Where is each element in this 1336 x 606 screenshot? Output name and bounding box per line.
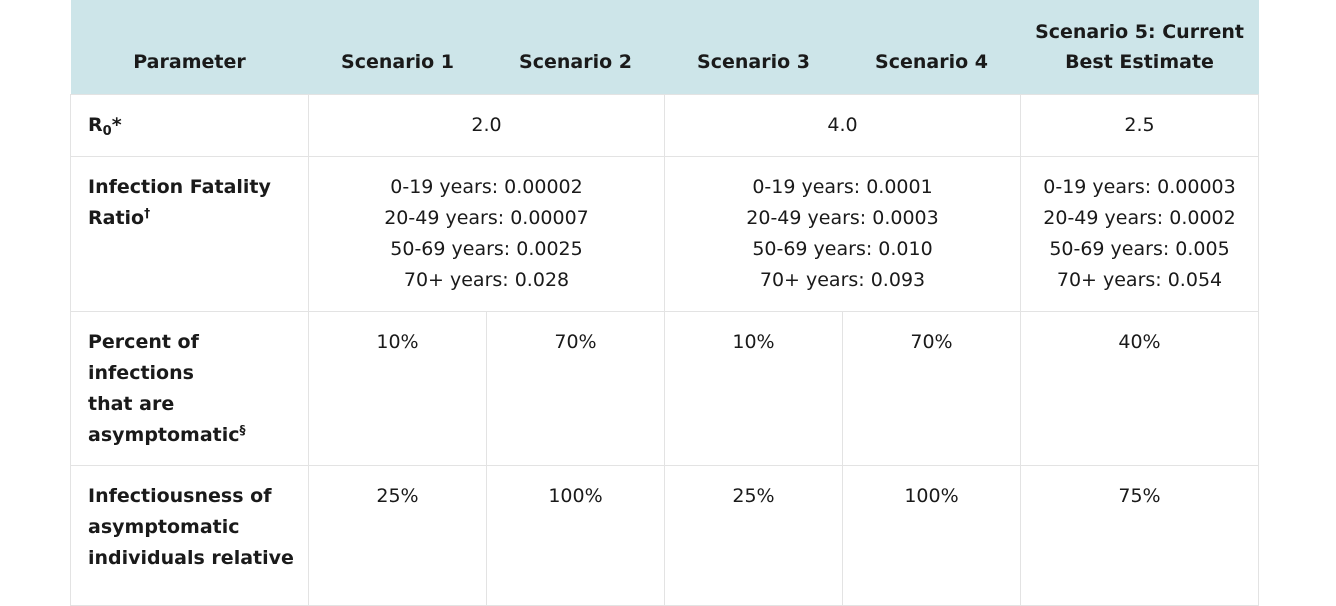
- asymptomatic-label-line-3: asymptomatic§: [88, 420, 300, 451]
- r0-label-main: R: [88, 113, 103, 136]
- asymptomatic-scenario-3: 10%: [664, 310, 843, 466]
- asymptomatic-scenario-1: 10%: [308, 310, 487, 466]
- infectiousness-scenario-1: 25%: [308, 464, 487, 606]
- header-scenario-5: Scenario 5: Current Best Estimate: [1020, 0, 1259, 94]
- header-scenario-5-line-2: Best Estimate: [1065, 50, 1214, 73]
- asymptomatic-scenario-2: 70%: [486, 310, 665, 466]
- asymptomatic-footnote-mark: §: [239, 422, 246, 437]
- infectiousness-scenario-5: 75%: [1020, 464, 1259, 606]
- ifr-scenarios-1-2: 0-19 years: 0.00002 20-49 years: 0.00007…: [308, 155, 665, 312]
- ifr-s5-age-20-49: 20-49 years: 0.0002: [1043, 206, 1236, 229]
- header-scenario-3: Scenario 3: [664, 0, 843, 94]
- ifr-label-line-1: Infection Fatality: [88, 175, 271, 198]
- infectiousness-scenario-3: 25%: [664, 464, 843, 606]
- ifr-label-text: Ratio: [88, 206, 145, 229]
- ifr-scenarios-3-4: 0-19 years: 0.0001 20-49 years: 0.0003 5…: [664, 155, 1021, 312]
- ifr-s5-age-70-plus: 70+ years: 0.054: [1056, 268, 1223, 291]
- table-body: R0* 2.0 4.0 2.5 Infection Fatality Ratio…: [70, 93, 1259, 606]
- asymptomatic-label: Percent of infections that are asymptoma…: [70, 310, 309, 466]
- r0-scenarios-3-4: 4.0: [664, 93, 1021, 157]
- ifr-s12-age-0-19: 0-19 years: 0.00002: [390, 175, 583, 198]
- asymptomatic-label-text: asymptomatic: [88, 423, 240, 446]
- table-row-asymptomatic: Percent of infections that are asymptoma…: [70, 310, 1259, 466]
- infectiousness-label-line-2: asymptomatic: [88, 515, 240, 538]
- r0-label-suffix: *: [111, 113, 122, 136]
- infectiousness-scenario-4: 100%: [842, 464, 1021, 606]
- ifr-label: Infection Fatality Ratio†: [70, 155, 309, 312]
- ifr-s34-age-20-49: 20-49 years: 0.0003: [746, 206, 939, 229]
- header-row: Parameter Scenario 1 Scenario 2 Scenario…: [70, 0, 1259, 94]
- infectiousness-label-line-3: individuals relative: [88, 546, 294, 569]
- ifr-footnote-mark: †: [144, 205, 151, 220]
- table-row-infectiousness: Infectiousness of asymptomatic individua…: [70, 464, 1259, 606]
- header-scenario-4: Scenario 4: [842, 0, 1021, 94]
- table-row-ifr: Infection Fatality Ratio† 0-19 years: 0.…: [70, 155, 1259, 312]
- scenarios-table: Parameter Scenario 1 Scenario 2 Scenario…: [70, 0, 1259, 606]
- header-scenario-1: Scenario 1: [308, 0, 487, 94]
- ifr-scenario-5: 0-19 years: 0.00003 20-49 years: 0.0002 …: [1020, 155, 1259, 312]
- table-header: Parameter Scenario 1 Scenario 2 Scenario…: [70, 0, 1259, 94]
- r0-scenarios-1-2: 2.0: [308, 93, 665, 157]
- ifr-s5-age-0-19: 0-19 years: 0.00003: [1043, 175, 1236, 198]
- ifr-s5-age-50-69: 50-69 years: 0.005: [1049, 237, 1230, 260]
- r0-label-sub: 0: [102, 123, 112, 139]
- r0-scenario-5: 2.5: [1020, 93, 1259, 157]
- ifr-s12-age-70-plus: 70+ years: 0.028: [403, 268, 570, 291]
- asymptomatic-scenario-4: 70%: [842, 310, 1021, 466]
- asymptomatic-label-line-1: Percent of infections: [88, 330, 199, 384]
- infectiousness-scenario-2: 100%: [486, 464, 665, 606]
- header-scenario-2: Scenario 2: [486, 0, 665, 94]
- ifr-s34-age-50-69: 50-69 years: 0.010: [752, 237, 933, 260]
- ifr-s34-age-0-19: 0-19 years: 0.0001: [752, 175, 933, 198]
- ifr-s34-age-70-plus: 70+ years: 0.093: [759, 268, 926, 291]
- ifr-s12-age-50-69: 50-69 years: 0.0025: [390, 237, 583, 260]
- ifr-s12-age-20-49: 20-49 years: 0.00007: [384, 206, 589, 229]
- ifr-label-line-2: Ratio†: [88, 203, 300, 234]
- asymptomatic-scenario-5: 40%: [1020, 310, 1259, 466]
- infectiousness-label: Infectiousness of asymptomatic individua…: [70, 464, 309, 606]
- header-parameter: Parameter: [70, 0, 309, 94]
- scenarios-table-container: Parameter Scenario 1 Scenario 2 Scenario…: [70, 0, 1259, 606]
- r0-label: R0*: [70, 93, 309, 157]
- asymptomatic-label-line-2: that are: [88, 392, 175, 415]
- header-scenario-5-line-1: Scenario 5: Current: [1035, 20, 1244, 43]
- table-row-r0: R0* 2.0 4.0 2.5: [70, 93, 1259, 157]
- infectiousness-label-line-1: Infectiousness of: [88, 484, 272, 507]
